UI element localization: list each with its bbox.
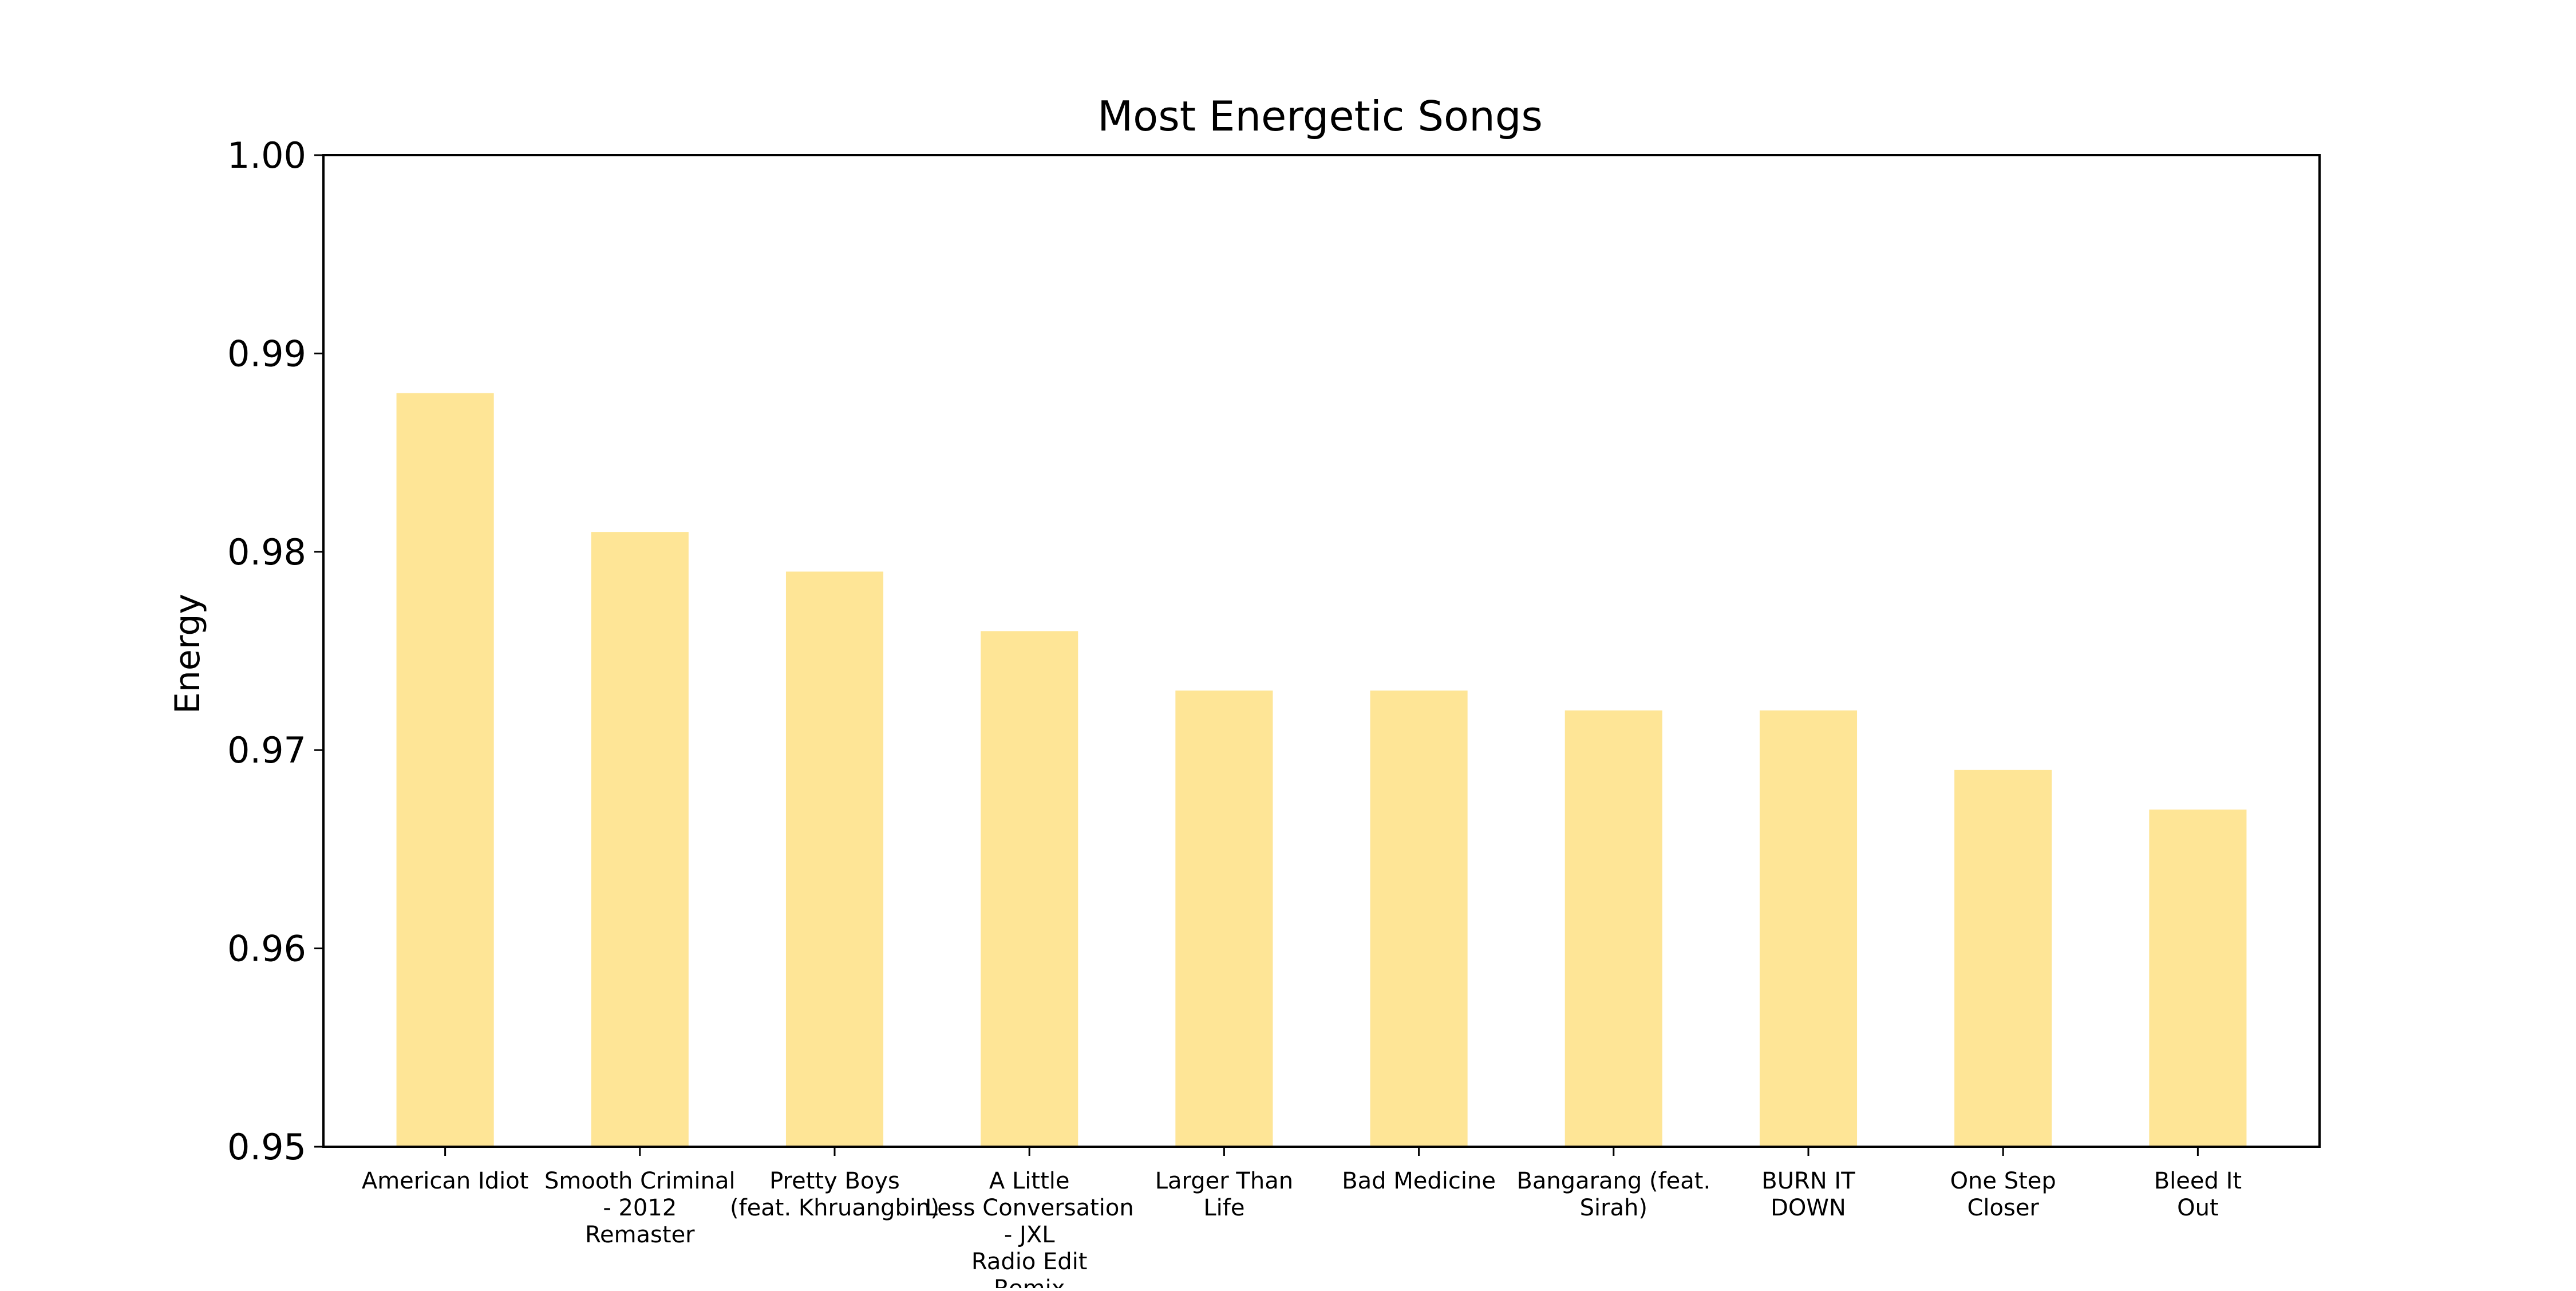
y-tick-label: 0.97 bbox=[227, 729, 306, 771]
bar bbox=[1370, 690, 1468, 1147]
bar bbox=[785, 571, 884, 1147]
y-tick-label: 0.95 bbox=[227, 1126, 306, 1168]
chart-title: Most Energetic Songs bbox=[1097, 92, 1543, 140]
bar bbox=[1564, 710, 1662, 1147]
y-tick-label: 0.96 bbox=[227, 928, 306, 970]
bars bbox=[396, 393, 2247, 1147]
y-tick-label: 1.00 bbox=[227, 135, 306, 176]
x-tick-label: BURN IT DOWN bbox=[1761, 1168, 1855, 1221]
y-tick-label: 0.98 bbox=[227, 531, 306, 573]
x-tick-label: Pretty Boys (feat. Khruangbin) bbox=[730, 1168, 939, 1221]
x-tick-label: A Little Less Conversation - JXL Radio Edit… bbox=[925, 1168, 1134, 1288]
x-tick-label: Bleed It Out bbox=[2154, 1168, 2242, 1221]
y-tick-label: 0.99 bbox=[227, 333, 306, 374]
x-tick-label: American Idiot bbox=[362, 1168, 529, 1194]
y-axis-label: Energy bbox=[168, 594, 208, 714]
x-tick-label: Bad Medicine bbox=[1342, 1168, 1496, 1194]
bar bbox=[2149, 810, 2247, 1147]
bar bbox=[396, 393, 494, 1147]
x-tick-label: Bangarang (feat. Sirah) bbox=[1516, 1168, 1710, 1221]
x-tick-label: One Step Closer bbox=[1950, 1168, 2056, 1221]
x-axis-ticks: American Idiot Smooth Criminal - 2012 Remas… bbox=[362, 1147, 2242, 1291]
x-tick-label: Smooth Criminal - 2012 Remaster bbox=[544, 1168, 736, 1248]
x-tick-label: Larger Than Life bbox=[1155, 1168, 1293, 1221]
bar bbox=[1175, 690, 1273, 1147]
y-axis-ticks: 0.95 0.96 0.97 0.98 0.99 1.00 bbox=[227, 135, 323, 1168]
bar bbox=[981, 631, 1078, 1147]
plot-frame bbox=[322, 154, 2321, 1148]
bar bbox=[591, 532, 689, 1147]
bar bbox=[1954, 769, 2052, 1147]
bar bbox=[1759, 710, 1858, 1147]
